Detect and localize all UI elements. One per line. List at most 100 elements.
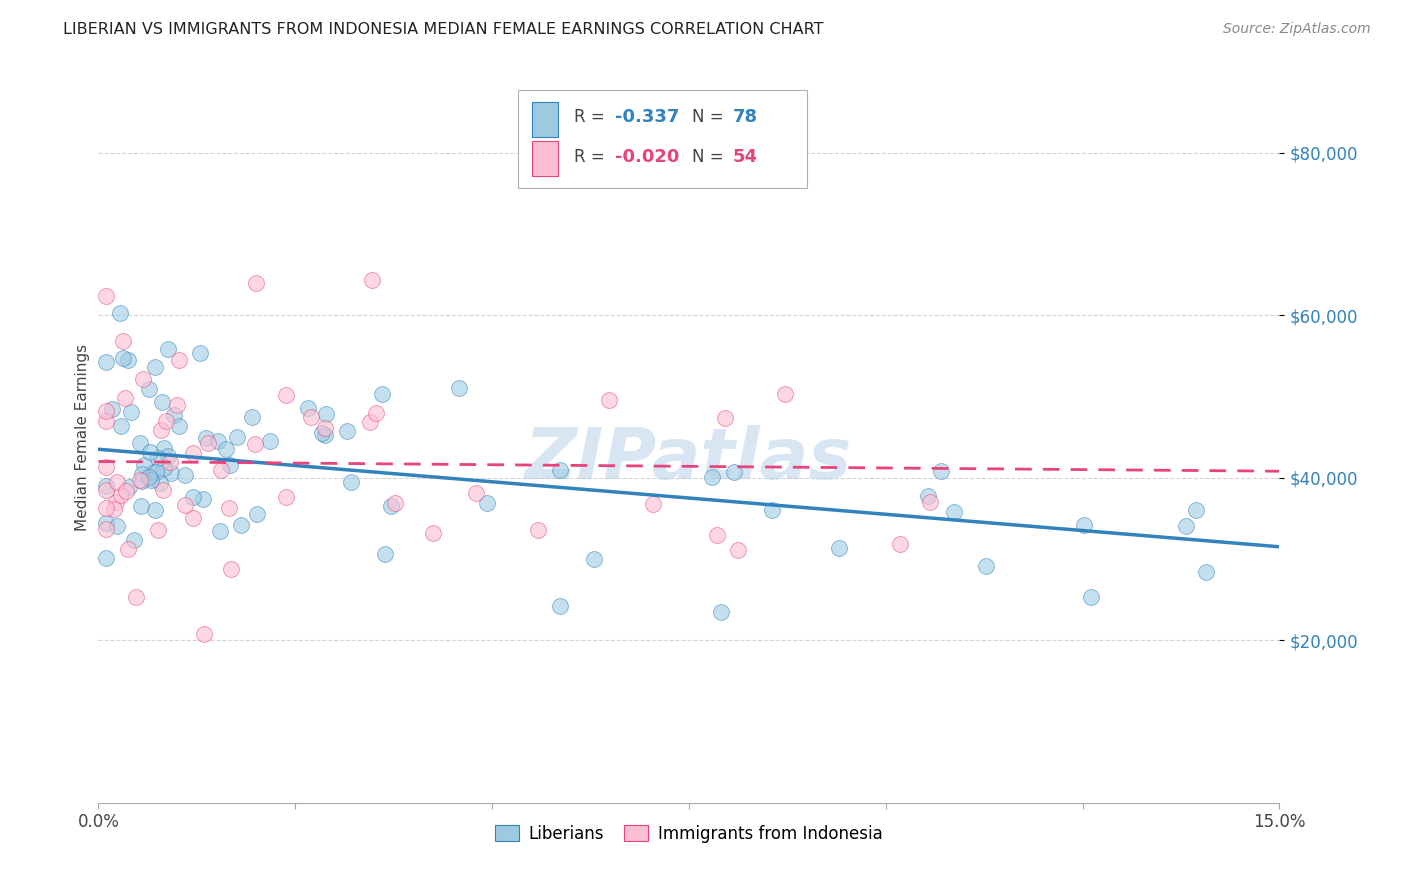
Point	[96, 483, 118, 498]
Point	[104, 495, 127, 509]
Text: 54: 54	[733, 148, 758, 166]
Point	[231, 518, 253, 533]
Point	[111, 334, 134, 348]
Point	[219, 561, 242, 575]
Point	[128, 473, 150, 487]
Point	[828, 541, 851, 555]
Point	[188, 346, 211, 360]
Point	[918, 495, 941, 509]
Point	[131, 499, 153, 513]
Text: N =: N =	[693, 148, 724, 166]
Point	[598, 393, 620, 408]
Point	[155, 415, 177, 429]
Point	[582, 551, 605, 566]
Point	[150, 423, 173, 437]
Point	[131, 474, 153, 488]
Point	[143, 503, 166, 517]
Point	[131, 467, 153, 481]
Point	[142, 465, 165, 479]
Point	[150, 394, 173, 409]
Point	[218, 458, 240, 472]
Point	[706, 528, 728, 542]
Point	[209, 463, 232, 477]
Point	[173, 498, 195, 512]
FancyBboxPatch shape	[531, 141, 558, 176]
Point	[274, 387, 297, 401]
Point	[314, 421, 336, 435]
Point	[125, 590, 148, 604]
Point	[132, 458, 155, 472]
Point	[110, 418, 132, 433]
Point	[191, 491, 214, 506]
Text: R =: R =	[575, 148, 605, 166]
Point	[103, 502, 125, 516]
Point	[299, 410, 322, 425]
Point	[710, 605, 733, 619]
Point	[889, 537, 911, 551]
Point	[359, 415, 381, 429]
Point	[464, 485, 486, 500]
Point	[700, 470, 723, 484]
Point	[146, 450, 169, 465]
Point	[366, 407, 388, 421]
Point	[110, 488, 132, 502]
Point	[259, 434, 281, 448]
Point	[340, 475, 363, 489]
Point	[181, 510, 204, 524]
Point	[370, 386, 392, 401]
Point	[96, 516, 118, 530]
Point	[974, 558, 997, 573]
Legend: Liberians, Immigrants from Indonesia: Liberians, Immigrants from Indonesia	[489, 818, 889, 849]
Point	[723, 465, 745, 479]
Point	[181, 446, 204, 460]
Point	[943, 505, 966, 519]
Point	[193, 627, 215, 641]
Point	[218, 501, 240, 516]
Point	[138, 382, 160, 396]
Point	[477, 496, 499, 510]
Point	[112, 351, 135, 365]
Point	[215, 442, 238, 456]
Point	[157, 449, 180, 463]
Point	[527, 523, 550, 537]
Point	[128, 436, 150, 450]
Point	[96, 289, 118, 303]
Point	[643, 498, 665, 512]
Point	[1175, 519, 1198, 533]
Point	[174, 467, 197, 482]
Point	[96, 501, 118, 516]
Point	[153, 460, 176, 475]
Point	[118, 479, 141, 493]
Point	[246, 507, 269, 521]
Point	[96, 459, 118, 474]
Point	[96, 404, 118, 418]
Point	[153, 441, 176, 455]
Point	[146, 523, 169, 537]
Point	[117, 353, 139, 368]
Point	[274, 491, 297, 505]
Point	[157, 342, 180, 356]
Text: -0.337: -0.337	[614, 109, 679, 127]
Point	[138, 470, 160, 484]
Point	[548, 599, 571, 614]
Point	[1080, 590, 1102, 604]
Point	[115, 484, 138, 499]
Text: -0.020: -0.020	[614, 148, 679, 166]
Point	[117, 542, 139, 557]
Y-axis label: Median Female Earnings: Median Female Earnings	[75, 343, 90, 531]
Point	[96, 479, 118, 493]
Point	[160, 466, 183, 480]
Point	[775, 387, 797, 401]
Point	[96, 355, 118, 369]
Point	[183, 490, 205, 504]
Point	[139, 473, 162, 487]
Point	[166, 398, 188, 412]
Point	[245, 276, 267, 290]
FancyBboxPatch shape	[531, 102, 558, 137]
Point	[727, 542, 749, 557]
Text: N =: N =	[693, 109, 724, 127]
Point	[120, 405, 142, 419]
Point	[380, 499, 402, 513]
Point	[1073, 518, 1095, 533]
Point	[336, 424, 359, 438]
